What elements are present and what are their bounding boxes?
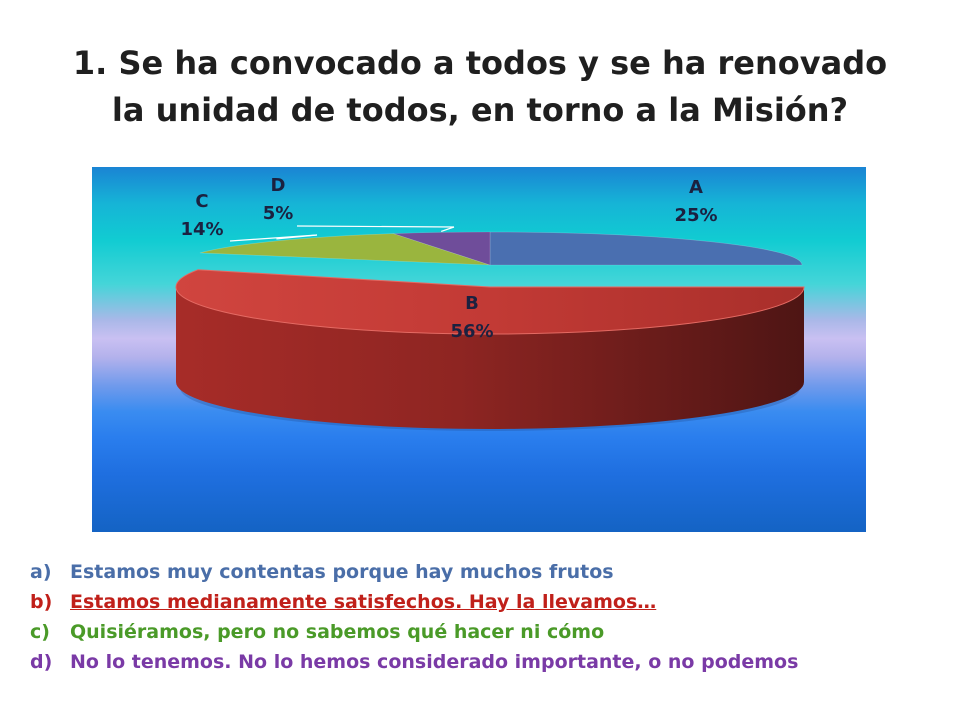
legend-text: Estamos muy contentas porque hay muchos … [70,561,614,583]
leader-line-c-tail [276,234,318,240]
data-label-c: C [195,191,208,212]
title-line-2: la unidad de todos, en torno a la Misión… [111,91,849,129]
title-line-1: 1. Se ha convocado a todos y se ha renov… [72,44,888,82]
legend-marker: c) [30,621,50,643]
pie-chart-svg: A 25% B 56% C 14% D 5% [175,175,805,431]
pie-slice-d [393,231,491,266]
data-label-a-percent: 25% [674,205,717,226]
pie-slice-b-side [176,287,804,429]
leader-line-d-tail [441,226,455,232]
page-title: 1. Se ha convocado a todos y se ha renov… [40,40,920,134]
data-label-a: A [689,177,703,198]
legend-text: Quisiéramos, pero no sabemos qué hacer n… [70,621,605,643]
legend-text: Estamos medianamente satisfechos. Hay la… [70,591,657,613]
pie-slice-a [489,231,803,266]
data-label-c-percent: 14% [180,219,223,240]
data-label-b-percent: 56% [450,321,493,342]
legend-marker: d) [30,651,53,673]
data-label-d-percent: 5% [263,203,294,224]
legend-marker: a) [30,561,52,583]
pie-slice-b [175,269,805,335]
legend-marker: b) [30,591,53,613]
leader-line-d [296,225,455,228]
legend-item-a: a) Estamos muy contentas porque hay mucho… [30,557,930,587]
legend-list: a) Estamos muy contentas porque hay mucho… [30,557,930,677]
data-label-d: D [271,175,286,196]
pie-chart: A 25% B 56% C 14% D 5% [92,167,866,532]
legend-item-d: d) No lo tenemos. No lo hemos considerado… [30,647,930,677]
legend-text: No lo tenemos. No lo hemos considerado i… [70,651,799,673]
legend-item-c: c) Quisiéramos, pero no sabemos qué hacer… [30,617,930,647]
legend-item-b: b) Estamos medianamente satisfechos. Hay … [30,587,930,617]
data-label-b: B [465,293,479,314]
pie-slice-c [199,233,491,266]
